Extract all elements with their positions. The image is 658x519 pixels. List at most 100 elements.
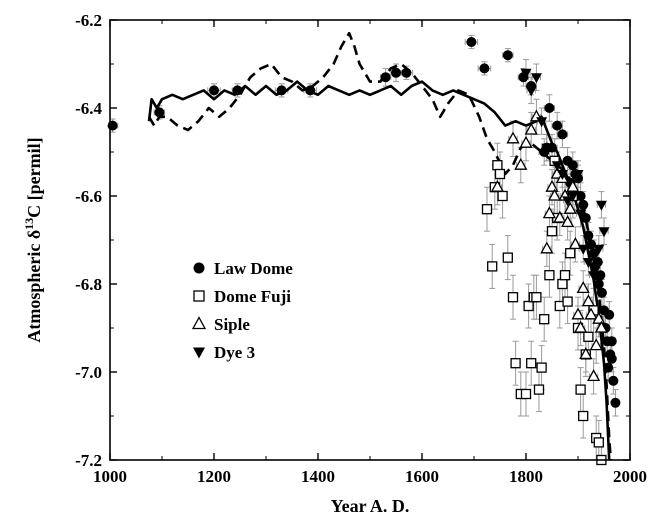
legend-label-dome-fuji: Dome Fuji (214, 287, 291, 306)
x-tick-label: 1200 (197, 467, 231, 486)
law-dome-point (154, 107, 165, 118)
x-tick-label: 1600 (405, 467, 439, 486)
law-dome-point (604, 309, 615, 320)
dye-3-point (562, 196, 574, 207)
siple-point (576, 281, 590, 294)
siple-point (594, 320, 608, 333)
law-dome-point (380, 72, 391, 83)
dye-3-point (577, 244, 589, 255)
dye-3-point (525, 86, 537, 97)
dome-fuji-point (494, 168, 506, 180)
siple-point (584, 307, 598, 320)
legend-marker-law-dome (193, 262, 205, 274)
law-dome-point (557, 129, 568, 140)
solid-curve (147, 80, 611, 460)
law-dome-point (107, 120, 118, 131)
law-dome-point (586, 239, 596, 250)
law-dome-point (232, 85, 243, 96)
dye-3-point (520, 68, 532, 79)
dye-3-point (541, 143, 553, 154)
law-dome-point (401, 67, 412, 78)
y-tick-label: -6.8 (75, 275, 102, 294)
y-axis-title-superscript: 13 (22, 218, 36, 230)
dome-fuji-point (487, 261, 498, 272)
dye-3-point (582, 258, 594, 268)
law-dome-point (606, 336, 617, 347)
siple-point (542, 206, 556, 219)
law-dome-point (479, 63, 490, 74)
dome-fuji-point (593, 437, 604, 448)
dome-fuji-point (492, 160, 503, 171)
siple-point (574, 320, 588, 333)
x-tick-label: 2000 (613, 467, 647, 486)
law-dome-point (588, 248, 599, 259)
dye-3-point (598, 227, 610, 238)
x-tick-label: 1400 (301, 467, 335, 486)
dome-fuji-point (562, 296, 573, 307)
dome-fuji-point (536, 362, 547, 373)
siple-point (548, 188, 562, 201)
y-axis-title-prefix: Atmospheric δ (24, 230, 44, 343)
law-dome-point (596, 287, 607, 298)
legend-marker-siple (191, 316, 207, 330)
dye-3-point (567, 192, 579, 202)
law-dome-point (466, 37, 477, 47)
dye-3-point (536, 117, 548, 128)
x-tick-label: 1000 (93, 467, 127, 486)
dome-fuji-point (565, 248, 576, 259)
law-dome-point (608, 375, 619, 386)
siple-point (514, 157, 528, 170)
law-dome-point (209, 85, 219, 96)
dome-fuji-point (507, 292, 519, 303)
siple-point (589, 338, 603, 351)
siple-point (566, 179, 580, 192)
y-tick-label: -7.2 (75, 451, 102, 470)
law-dome-point (593, 279, 604, 289)
x-axis-title: Year A. D. (331, 496, 410, 516)
dye-3-point (556, 170, 568, 180)
dome-fuji-point (575, 384, 586, 395)
dome-fuji-point (526, 358, 537, 369)
siple-point (568, 237, 582, 250)
siple-point (581, 294, 595, 307)
dome-fuji-point (531, 292, 542, 303)
dome-fuji-point (523, 300, 534, 312)
dye-3-point (595, 200, 607, 211)
law-dome-point (575, 191, 586, 201)
law-dome-point (578, 199, 589, 210)
dye-3-point (575, 209, 587, 220)
dome-fuji-point (546, 226, 558, 237)
legend: Law Dome Dome Fuji Siple Dye 3 (191, 259, 293, 362)
siple-point (587, 369, 601, 382)
law-dome-point (567, 160, 578, 171)
y-tick-label: -7.0 (75, 363, 102, 382)
dye-3-point (572, 170, 584, 180)
dome-fuji-point (481, 204, 493, 215)
legend-label-siple: Siple (214, 315, 250, 334)
y-tick-label: -6.6 (75, 187, 102, 206)
siple-point (490, 179, 504, 192)
dome-fuji-point (544, 270, 555, 281)
dye-3-point (593, 244, 605, 255)
dome-fuji-point (510, 358, 521, 369)
siple-point (592, 311, 606, 324)
siple-point (579, 347, 593, 360)
siple-point (571, 307, 585, 320)
siple-point (563, 201, 577, 214)
law-dome-point (583, 230, 594, 241)
law-dome-point (305, 85, 316, 96)
siple-point (506, 131, 520, 144)
siple-point (519, 135, 533, 148)
x-tick-label: 1800 (509, 467, 543, 486)
dye-3-point (588, 271, 600, 282)
law-dome-point (606, 353, 617, 364)
siple-point (540, 241, 554, 254)
law-dome-point (580, 213, 591, 223)
law-dome-point (544, 103, 555, 113)
legend-label-law-dome: Law Dome (214, 259, 293, 278)
dome-fuji-point (497, 190, 508, 202)
siple-point (545, 179, 559, 192)
dye-3-point (530, 73, 542, 84)
law-dome-point (276, 85, 287, 96)
